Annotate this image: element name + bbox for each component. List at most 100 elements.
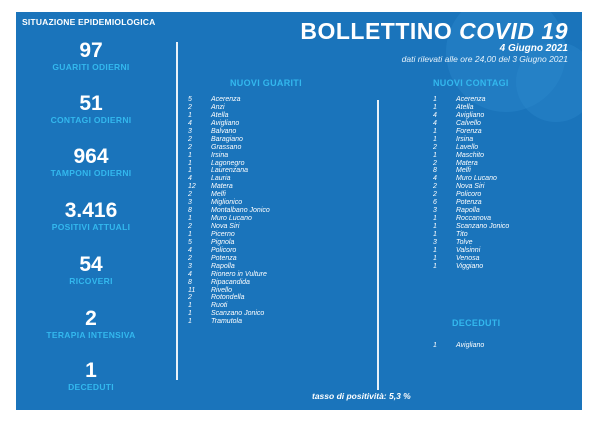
count: 1 — [188, 111, 192, 119]
guariti-list: 5 Acerenza 2 Anzi 1 Atella 4 Avigliano 3 Balvano 2… — [188, 96, 368, 326]
municipality: Ruoti — [211, 302, 228, 310]
deceduti-list: 1 Avigliano — [433, 342, 573, 350]
municipality: Laurenzana — [211, 167, 248, 175]
page-title: BOLLETTINO COVID 19 — [300, 18, 568, 45]
list-item: 1 Lagonegro — [188, 160, 368, 168]
list-item: 2 Grassano — [188, 144, 368, 152]
list-item: 8 Ripacandida — [188, 279, 368, 287]
stat-label: TERAPIA INTENSIVA — [46, 330, 136, 340]
count: 2 — [188, 135, 192, 143]
count: 4 — [188, 119, 192, 127]
list-item: 8 Montalbano Jonico — [188, 207, 368, 215]
contagi-heading: NUOVI CONTAGI — [433, 78, 509, 88]
municipality: Nova Siri — [456, 183, 485, 191]
count: 1 — [433, 246, 437, 254]
municipality: Calvello — [456, 119, 481, 127]
municipality: Rionero in Vulture — [211, 270, 267, 278]
count: 3 — [433, 238, 437, 246]
list-item: 2 Nova Siri — [188, 223, 368, 231]
title-main: BOLLETTINO — [300, 18, 453, 44]
positivity-rate: tasso di positività: 5,3 % — [312, 391, 411, 401]
count: 1 — [188, 159, 192, 167]
municipality: Avigliano — [456, 342, 485, 349]
municipality: Acerenza — [456, 96, 486, 103]
municipality: Irsina — [456, 135, 474, 143]
municipality: Nova Siri — [211, 223, 240, 230]
count: 4 — [188, 175, 192, 183]
count: 8 — [188, 278, 192, 286]
list-item: 1 Irsina — [433, 136, 573, 144]
list-item: 1 Roccanova — [433, 215, 573, 223]
municipality: Ripacandida — [211, 278, 250, 286]
list-item: 8 Melfi — [433, 167, 573, 175]
count: 3 — [188, 127, 192, 135]
situation-title: SITUAZIONE EPIDEMIOLOGICA — [22, 17, 156, 27]
municipality: Venosa — [456, 254, 480, 262]
list-item: 1 Picerno — [188, 231, 368, 239]
count: 1 — [188, 230, 192, 238]
municipality: Atella — [456, 103, 474, 111]
list-item: 4 Muro Lucano — [433, 175, 573, 183]
count: 5 — [188, 238, 192, 246]
count: 1 — [433, 127, 437, 135]
municipality: Atella — [211, 111, 229, 119]
count: 4 — [433, 119, 437, 127]
municipality: Irsina — [211, 151, 229, 159]
stat-contagi: 51 CONTAGI ODIERNI — [16, 93, 166, 126]
divider — [176, 42, 178, 380]
municipality: Pignola — [211, 238, 235, 246]
count: 6 — [433, 199, 437, 207]
stat-deceduti: 1 DECEDUTI — [16, 360, 166, 393]
stat-value: 2 — [85, 307, 97, 330]
municipality: Muro Lucano — [211, 215, 252, 223]
count: 11 — [188, 286, 196, 294]
count: 2 — [188, 223, 192, 230]
list-item: 12 Matera — [188, 183, 368, 191]
list-item: 1 Forenza — [433, 128, 573, 136]
list-item: 3 Rapolla — [188, 263, 368, 271]
count: 1 — [188, 215, 192, 223]
municipality: Policoro — [211, 246, 237, 254]
municipality: Tolve — [456, 238, 473, 246]
municipality: Lauria — [211, 175, 231, 183]
count: 3 — [188, 262, 192, 270]
count: 2 — [188, 103, 192, 111]
list-item: 1 Avigliano — [433, 342, 573, 350]
stat-value: 964 — [73, 145, 109, 168]
stat-value: 54 — [79, 253, 103, 276]
municipality: Lavello — [456, 143, 479, 151]
list-item: 4 Policoro — [188, 247, 368, 255]
list-item: 3 Balvano — [188, 128, 368, 136]
municipality: Tramutola — [211, 318, 242, 326]
guariti-heading: NUOVI GUARITI — [230, 78, 302, 88]
list-item: 1 Venosa — [433, 255, 573, 263]
count: 8 — [433, 167, 437, 175]
list-item: 1 Valsinni — [433, 247, 573, 255]
stat-label: GUARITI ODIERNI — [52, 62, 130, 72]
stat-label: POSITIVI ATTUALI — [51, 222, 131, 232]
count: 1 — [433, 342, 437, 349]
municipality: Tito — [456, 230, 468, 238]
list-item: 2 Nova Siri — [433, 183, 573, 191]
decorative-circle — [446, 12, 566, 112]
municipality: Avigliano — [456, 111, 485, 119]
list-item: 1 Ruoti — [188, 302, 368, 310]
municipality: Roccanova — [456, 215, 492, 223]
list-item: 1 Laurenzana — [188, 167, 368, 175]
count: 2 — [188, 254, 192, 262]
municipality: Rapolla — [211, 262, 235, 270]
count: 4 — [188, 270, 192, 278]
list-item: 5 Acerenza — [188, 96, 368, 104]
municipality: Matera — [456, 159, 478, 167]
municipality: Potenza — [211, 254, 237, 262]
count: 2 — [433, 191, 437, 199]
municipality: Acerenza — [211, 96, 241, 103]
list-item: 11 Rivello — [188, 287, 368, 295]
municipality: Potenza — [456, 199, 482, 207]
list-item: 2 Melfi — [188, 191, 368, 199]
count: 4 — [188, 246, 192, 254]
stat-positivi: 3.416 POSITIVI ATTUALI — [16, 200, 166, 233]
list-item: 1 Maschito — [433, 152, 573, 160]
list-item: 2 Policoro — [433, 191, 573, 199]
stat-ricoveri: 54 RICOVERI — [16, 254, 166, 287]
